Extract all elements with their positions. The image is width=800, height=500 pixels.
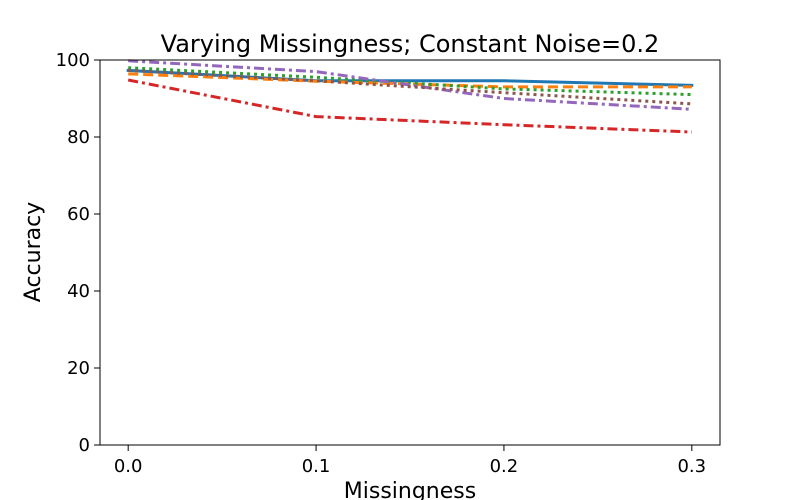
series-line-3 <box>128 66 692 97</box>
y-tick-label: 80 <box>67 127 90 148</box>
y-tick-label: 100 <box>56 50 90 71</box>
x-tick-label: 0.2 <box>490 456 519 477</box>
y-tick-label: 20 <box>67 358 90 379</box>
y-tick-label: 0 <box>79 435 90 456</box>
tick-layer: 0.0 0.1 0.2 0.3 0 20 40 60 80 100 <box>56 50 706 477</box>
series-line-1 <box>126 68 694 87</box>
x-tick-label: 0.3 <box>677 456 706 477</box>
x-tick-label: 0.0 <box>114 456 143 477</box>
y-tick-label: 60 <box>67 204 90 225</box>
x-axis-label: Missingness <box>344 479 476 500</box>
series-layer <box>126 59 694 134</box>
y-axis-label: Accuracy <box>21 202 46 302</box>
x-tick-label: 0.1 <box>302 456 331 477</box>
series-line-5 <box>128 59 692 111</box>
y-tick-label: 40 <box>67 281 90 302</box>
chart-title: Varying Missingness; Constant Noise=0.2 <box>161 30 660 58</box>
plot-area-frame <box>99 59 721 446</box>
series-line-6 <box>128 68 692 106</box>
series-line-2 <box>128 72 692 89</box>
